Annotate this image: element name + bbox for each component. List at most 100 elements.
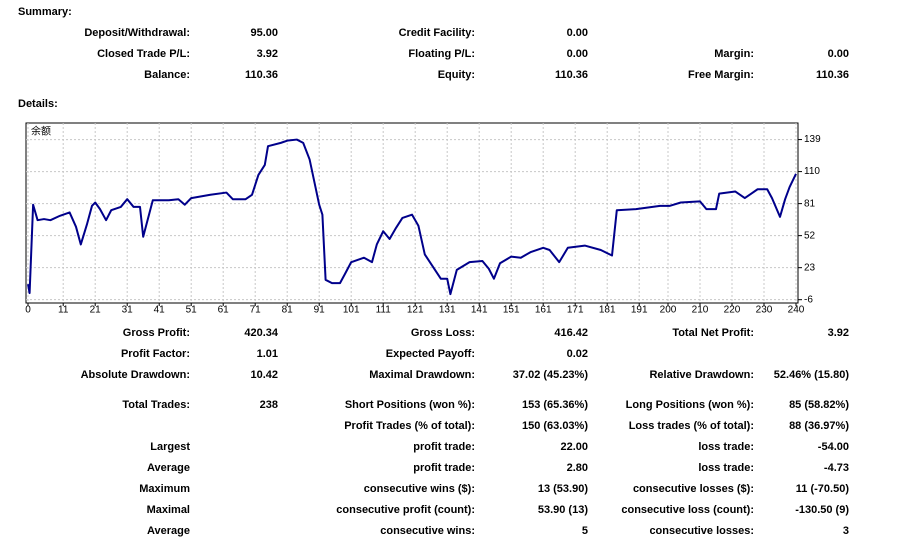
label: Average xyxy=(147,525,190,537)
x-tick-label: 81 xyxy=(282,305,294,316)
x-tick-label: 21 xyxy=(90,305,102,316)
value: 416.42 xyxy=(554,327,588,339)
label: Maximal Drawdown: xyxy=(369,369,475,381)
label: loss trade: xyxy=(698,441,754,453)
y-tick-label: -6 xyxy=(804,294,813,305)
label: Gross Loss: xyxy=(411,327,475,339)
value: 3 xyxy=(843,525,849,537)
value: 420.34 xyxy=(244,327,279,339)
value: 110.36 xyxy=(245,69,278,81)
y-tick-label: 52 xyxy=(804,230,816,241)
x-tick-label: 200 xyxy=(660,305,677,316)
section-title: Summary: xyxy=(18,6,72,18)
label: consecutive wins: xyxy=(380,525,475,537)
x-tick-label: 51 xyxy=(186,305,198,316)
label: Loss trades (% of total): xyxy=(629,420,754,432)
label: Gross Profit: xyxy=(123,327,190,339)
label: Long Positions (won %): xyxy=(626,399,754,411)
label: profit trade: xyxy=(413,441,475,453)
value: 0.02 xyxy=(567,348,588,360)
value: 150 (63.03%) xyxy=(522,420,588,432)
x-tick-label: 61 xyxy=(218,305,230,316)
label: consecutive loss (count): xyxy=(621,504,754,516)
x-tick-label: 41 xyxy=(154,305,166,316)
value: -130.50 (9) xyxy=(795,504,849,516)
value: 3.92 xyxy=(828,327,849,339)
section-title: Details: xyxy=(18,98,58,110)
value: -4.73 xyxy=(824,462,849,474)
plot xyxy=(27,138,797,296)
value: 95.00 xyxy=(250,27,278,39)
x-tick-label: 131 xyxy=(439,305,456,316)
label: Short Positions (won %): xyxy=(345,399,475,411)
value: 37.02 (45.23%) xyxy=(513,369,589,381)
value: 1.01 xyxy=(257,348,278,360)
x-tick-label: 111 xyxy=(376,305,392,316)
label: Relative Drawdown: xyxy=(649,369,754,381)
value: 85 (58.82%) xyxy=(789,399,849,411)
label: Profit Trades (% of total): xyxy=(344,420,475,432)
label: consecutive losses: xyxy=(649,525,754,537)
label: Total Net Profit: xyxy=(672,327,754,339)
label: Balance: xyxy=(144,69,190,81)
x-tick-label: 71 xyxy=(250,305,262,316)
label: Margin: xyxy=(714,48,754,60)
label: Floating P/L: xyxy=(408,48,475,60)
value: 2.80 xyxy=(567,462,588,474)
balance-line xyxy=(27,138,797,296)
value: 0.00 xyxy=(828,48,849,60)
value: 153 (65.36%) xyxy=(522,399,588,411)
label: Maximal xyxy=(147,504,190,516)
x-tick-label: 151 xyxy=(503,305,520,316)
x-tick-label: 171 xyxy=(567,305,584,316)
x-tick-label: 240 xyxy=(788,305,805,316)
label: Absolute Drawdown: xyxy=(81,369,190,381)
y-tick-label: 139 xyxy=(804,134,821,145)
value: 5 xyxy=(582,525,588,537)
x-tick-label: 230 xyxy=(756,305,773,316)
value: 11 (-70.50) xyxy=(796,483,850,495)
label: Maximum xyxy=(139,483,190,495)
label: Total Trades: xyxy=(122,399,190,411)
x-tick-label: 11 xyxy=(58,305,69,316)
label: consecutive losses ($): xyxy=(633,483,754,495)
grid xyxy=(26,123,798,303)
x-tick-label: 91 xyxy=(314,305,326,316)
axes: 139 110 81 52 23 -6 0 11 21 31 41 51 61 71 81 91 101 111 1… xyxy=(25,134,821,315)
label: Credit Facility: xyxy=(399,27,475,39)
x-tick-label: 31 xyxy=(122,305,134,316)
value: 88 (36.97%) xyxy=(789,420,849,432)
label: Equity: xyxy=(438,69,475,81)
x-tick-label: 121 xyxy=(407,305,424,316)
y-tick-label: 81 xyxy=(804,198,816,209)
value: 3.92 xyxy=(257,48,278,60)
value: 13 (53.90) xyxy=(538,483,588,495)
label: loss trade: xyxy=(698,462,754,474)
chart-frame xyxy=(25,122,799,304)
label: consecutive wins ($): xyxy=(364,483,475,495)
x-tick-label: 220 xyxy=(724,305,741,316)
value: 0.00 xyxy=(567,48,588,60)
x-tick-label: 181 xyxy=(599,305,616,316)
x-tick-label: 101 xyxy=(343,305,360,316)
label: Deposit/Withdrawal: xyxy=(84,27,190,39)
x-tick-label: 141 xyxy=(471,305,488,316)
y-tick-label: 23 xyxy=(804,262,816,273)
x-tick-label: 0 xyxy=(25,305,31,316)
value: 110.36 xyxy=(555,69,588,81)
value: 22.00 xyxy=(560,441,588,453)
x-tick-label: 191 xyxy=(631,305,648,316)
value: 10.42 xyxy=(250,369,278,381)
value: 110.36 xyxy=(816,69,849,81)
label: consecutive profit (count): xyxy=(336,504,475,516)
label: Closed Trade P/L: xyxy=(97,48,190,60)
label: Average xyxy=(147,462,190,474)
label: Profit Factor: xyxy=(121,348,190,360)
x-tick-label: 210 xyxy=(692,305,709,316)
value: 52.46% (15.80) xyxy=(774,369,850,381)
y-tick-label: 110 xyxy=(804,166,820,177)
label: Largest xyxy=(150,441,190,453)
series-label: 余额 xyxy=(31,125,51,138)
label: profit trade: xyxy=(413,462,475,474)
